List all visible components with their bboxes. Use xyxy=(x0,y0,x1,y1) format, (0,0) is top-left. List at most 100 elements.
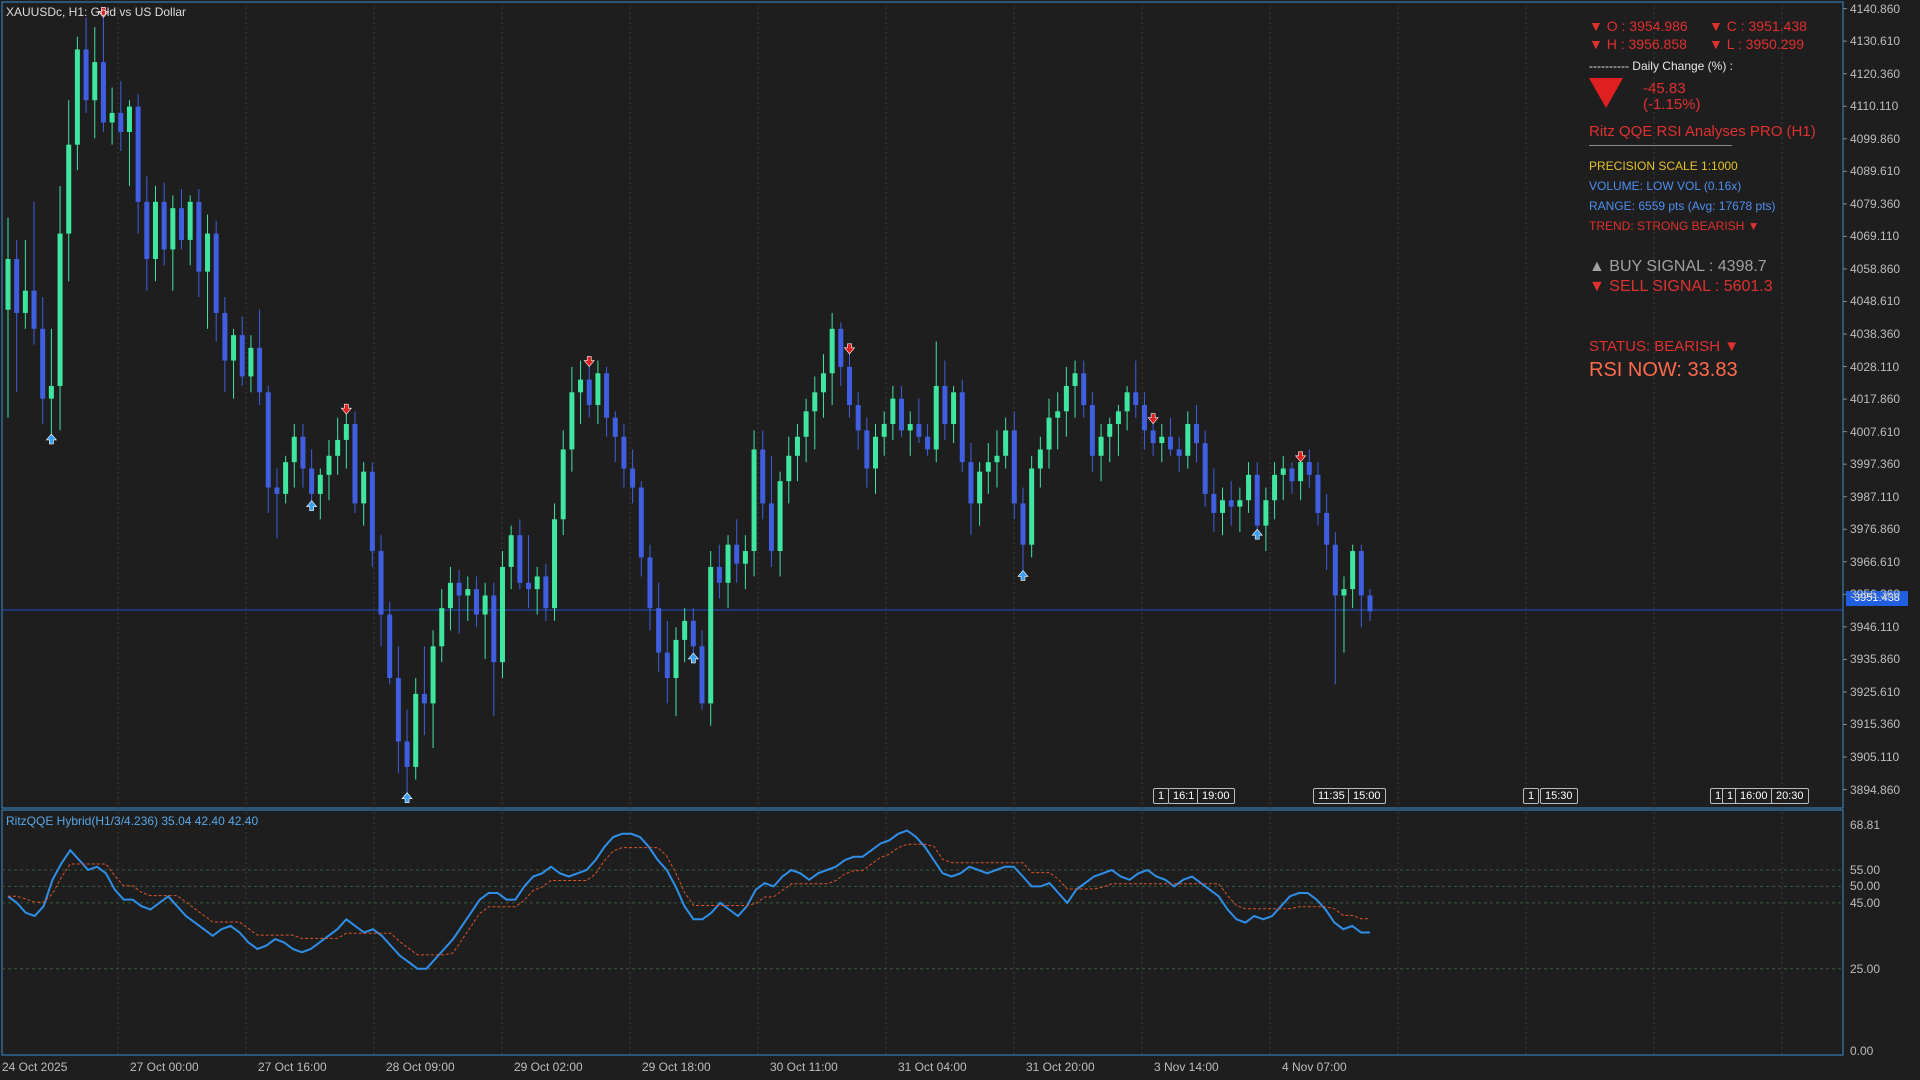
candle-body xyxy=(196,201,202,272)
candle-body xyxy=(1220,500,1226,513)
candle-body xyxy=(1089,405,1095,456)
price-axis-tick: 4007.610 xyxy=(1850,424,1901,439)
candle-body xyxy=(83,49,89,101)
candle-body xyxy=(283,462,289,494)
candle-body xyxy=(994,455,1000,463)
price-axis-tick: 4089.610 xyxy=(1850,164,1901,179)
candle-body xyxy=(1289,468,1295,482)
price-axis-tick: 4079.360 xyxy=(1850,196,1901,211)
candle-body xyxy=(109,112,115,123)
candle-body xyxy=(335,439,341,456)
candle-body xyxy=(1254,474,1260,526)
candle-body xyxy=(612,417,618,437)
candle-body xyxy=(873,436,879,469)
candle-body xyxy=(760,449,766,504)
candle-body xyxy=(951,392,957,425)
candle-body xyxy=(421,693,427,704)
candle-body xyxy=(656,608,662,653)
ohlc-open: ▼ O : 3954.986 xyxy=(1589,18,1688,34)
event-time-tag: 1 xyxy=(1153,788,1170,804)
status-text: STATUS: BEARISH ▼ xyxy=(1589,338,1740,355)
qqe-signal-line xyxy=(8,843,1370,956)
price-axis-tick: 3925.610 xyxy=(1850,684,1901,699)
candle-body xyxy=(1159,436,1165,444)
price-axis-tick: 4048.610 xyxy=(1850,294,1901,309)
candle-body xyxy=(890,398,896,425)
indicator-axis-tick: 45.00 xyxy=(1850,895,1881,910)
buy-signal: ▲ BUY SIGNAL : 4398.7 xyxy=(1589,258,1767,275)
candle-body xyxy=(317,474,323,494)
sell-arrow-icon xyxy=(1147,413,1159,425)
candle-body xyxy=(1124,392,1130,412)
candle-body xyxy=(786,455,792,482)
down-arrow-icon xyxy=(1589,78,1623,108)
panel-title: Ritz QQE RSI Analyses PRO (H1) xyxy=(1589,123,1816,140)
candle-body xyxy=(907,424,913,431)
candle-body xyxy=(1228,500,1234,507)
price-axis-tick: 4099.860 xyxy=(1850,131,1901,146)
candle-body xyxy=(447,582,453,609)
event-time-tag: 19:00 xyxy=(1197,788,1235,804)
candle-body xyxy=(586,379,592,405)
time-axis-tick: 27 Oct 00:00 xyxy=(130,1060,199,1074)
candle-body xyxy=(942,385,948,425)
indicator-axis-tick: 25.00 xyxy=(1850,961,1881,976)
indicator-axis-tick: 0.00 xyxy=(1850,1044,1874,1058)
price-axis-tick: 4130.610 xyxy=(1850,34,1901,49)
candle-body xyxy=(959,392,965,463)
candle-body xyxy=(699,646,705,704)
candle-body xyxy=(1107,424,1113,437)
time-axis-tick: 31 Oct 20:00 xyxy=(1026,1060,1095,1074)
candle-body xyxy=(1055,411,1061,418)
event-time-tag: 16:1 xyxy=(1168,788,1200,804)
candle-body xyxy=(456,582,462,596)
candle-body xyxy=(1315,474,1321,513)
ohlc-close: ▼ C : 3951.438 xyxy=(1709,18,1807,34)
candle-body xyxy=(647,557,653,609)
candle-body xyxy=(66,144,72,234)
candle-body xyxy=(803,411,809,437)
main-chart-frame xyxy=(1,1,1844,809)
candle-body xyxy=(604,373,610,418)
candle-body xyxy=(725,544,731,583)
candle-body xyxy=(1167,436,1173,450)
candle-body xyxy=(1150,430,1156,444)
candle-body xyxy=(395,678,401,742)
candle-body xyxy=(378,551,384,615)
time-axis-tick: 29 Oct 02:00 xyxy=(514,1060,583,1074)
candle-body xyxy=(170,208,176,250)
candle-body xyxy=(777,481,783,552)
indicator-axis-tick: 68.81 xyxy=(1850,817,1881,832)
candle-body xyxy=(48,385,54,399)
indicator-axis-tick: 50.00 xyxy=(1850,879,1881,894)
candle-body xyxy=(213,233,219,313)
candle-body xyxy=(1211,493,1217,513)
candle-body xyxy=(126,106,132,132)
panel-divider xyxy=(1589,145,1732,146)
precision-scale: PRECISION SCALE 1:1000 xyxy=(1589,159,1738,173)
candle-body xyxy=(664,652,670,679)
sell-arrow-icon xyxy=(97,7,110,18)
candle-body xyxy=(1272,474,1278,501)
candle-body xyxy=(630,468,636,488)
candle-body xyxy=(74,49,80,145)
candle-body xyxy=(1020,503,1026,545)
candle-body xyxy=(621,436,627,469)
time-axis-tick: 29 Oct 18:00 xyxy=(642,1060,711,1074)
candle-body xyxy=(526,582,532,590)
buy-arrow-icon xyxy=(687,652,699,664)
time-axis-tick: 28 Oct 09:00 xyxy=(386,1060,455,1074)
buy-arrow-icon xyxy=(1017,569,1029,581)
price-axis-tick: 3935.860 xyxy=(1850,652,1901,667)
candle-body xyxy=(491,595,497,663)
price-axis-tick: 4038.360 xyxy=(1850,327,1901,342)
candle-body xyxy=(473,589,479,615)
candle-body xyxy=(925,436,931,450)
candle-body xyxy=(465,589,471,596)
candle-body xyxy=(977,471,983,504)
candle-body xyxy=(560,449,566,520)
candle-body xyxy=(1098,436,1104,456)
candle-body xyxy=(1081,373,1087,405)
candle-body xyxy=(343,424,349,440)
